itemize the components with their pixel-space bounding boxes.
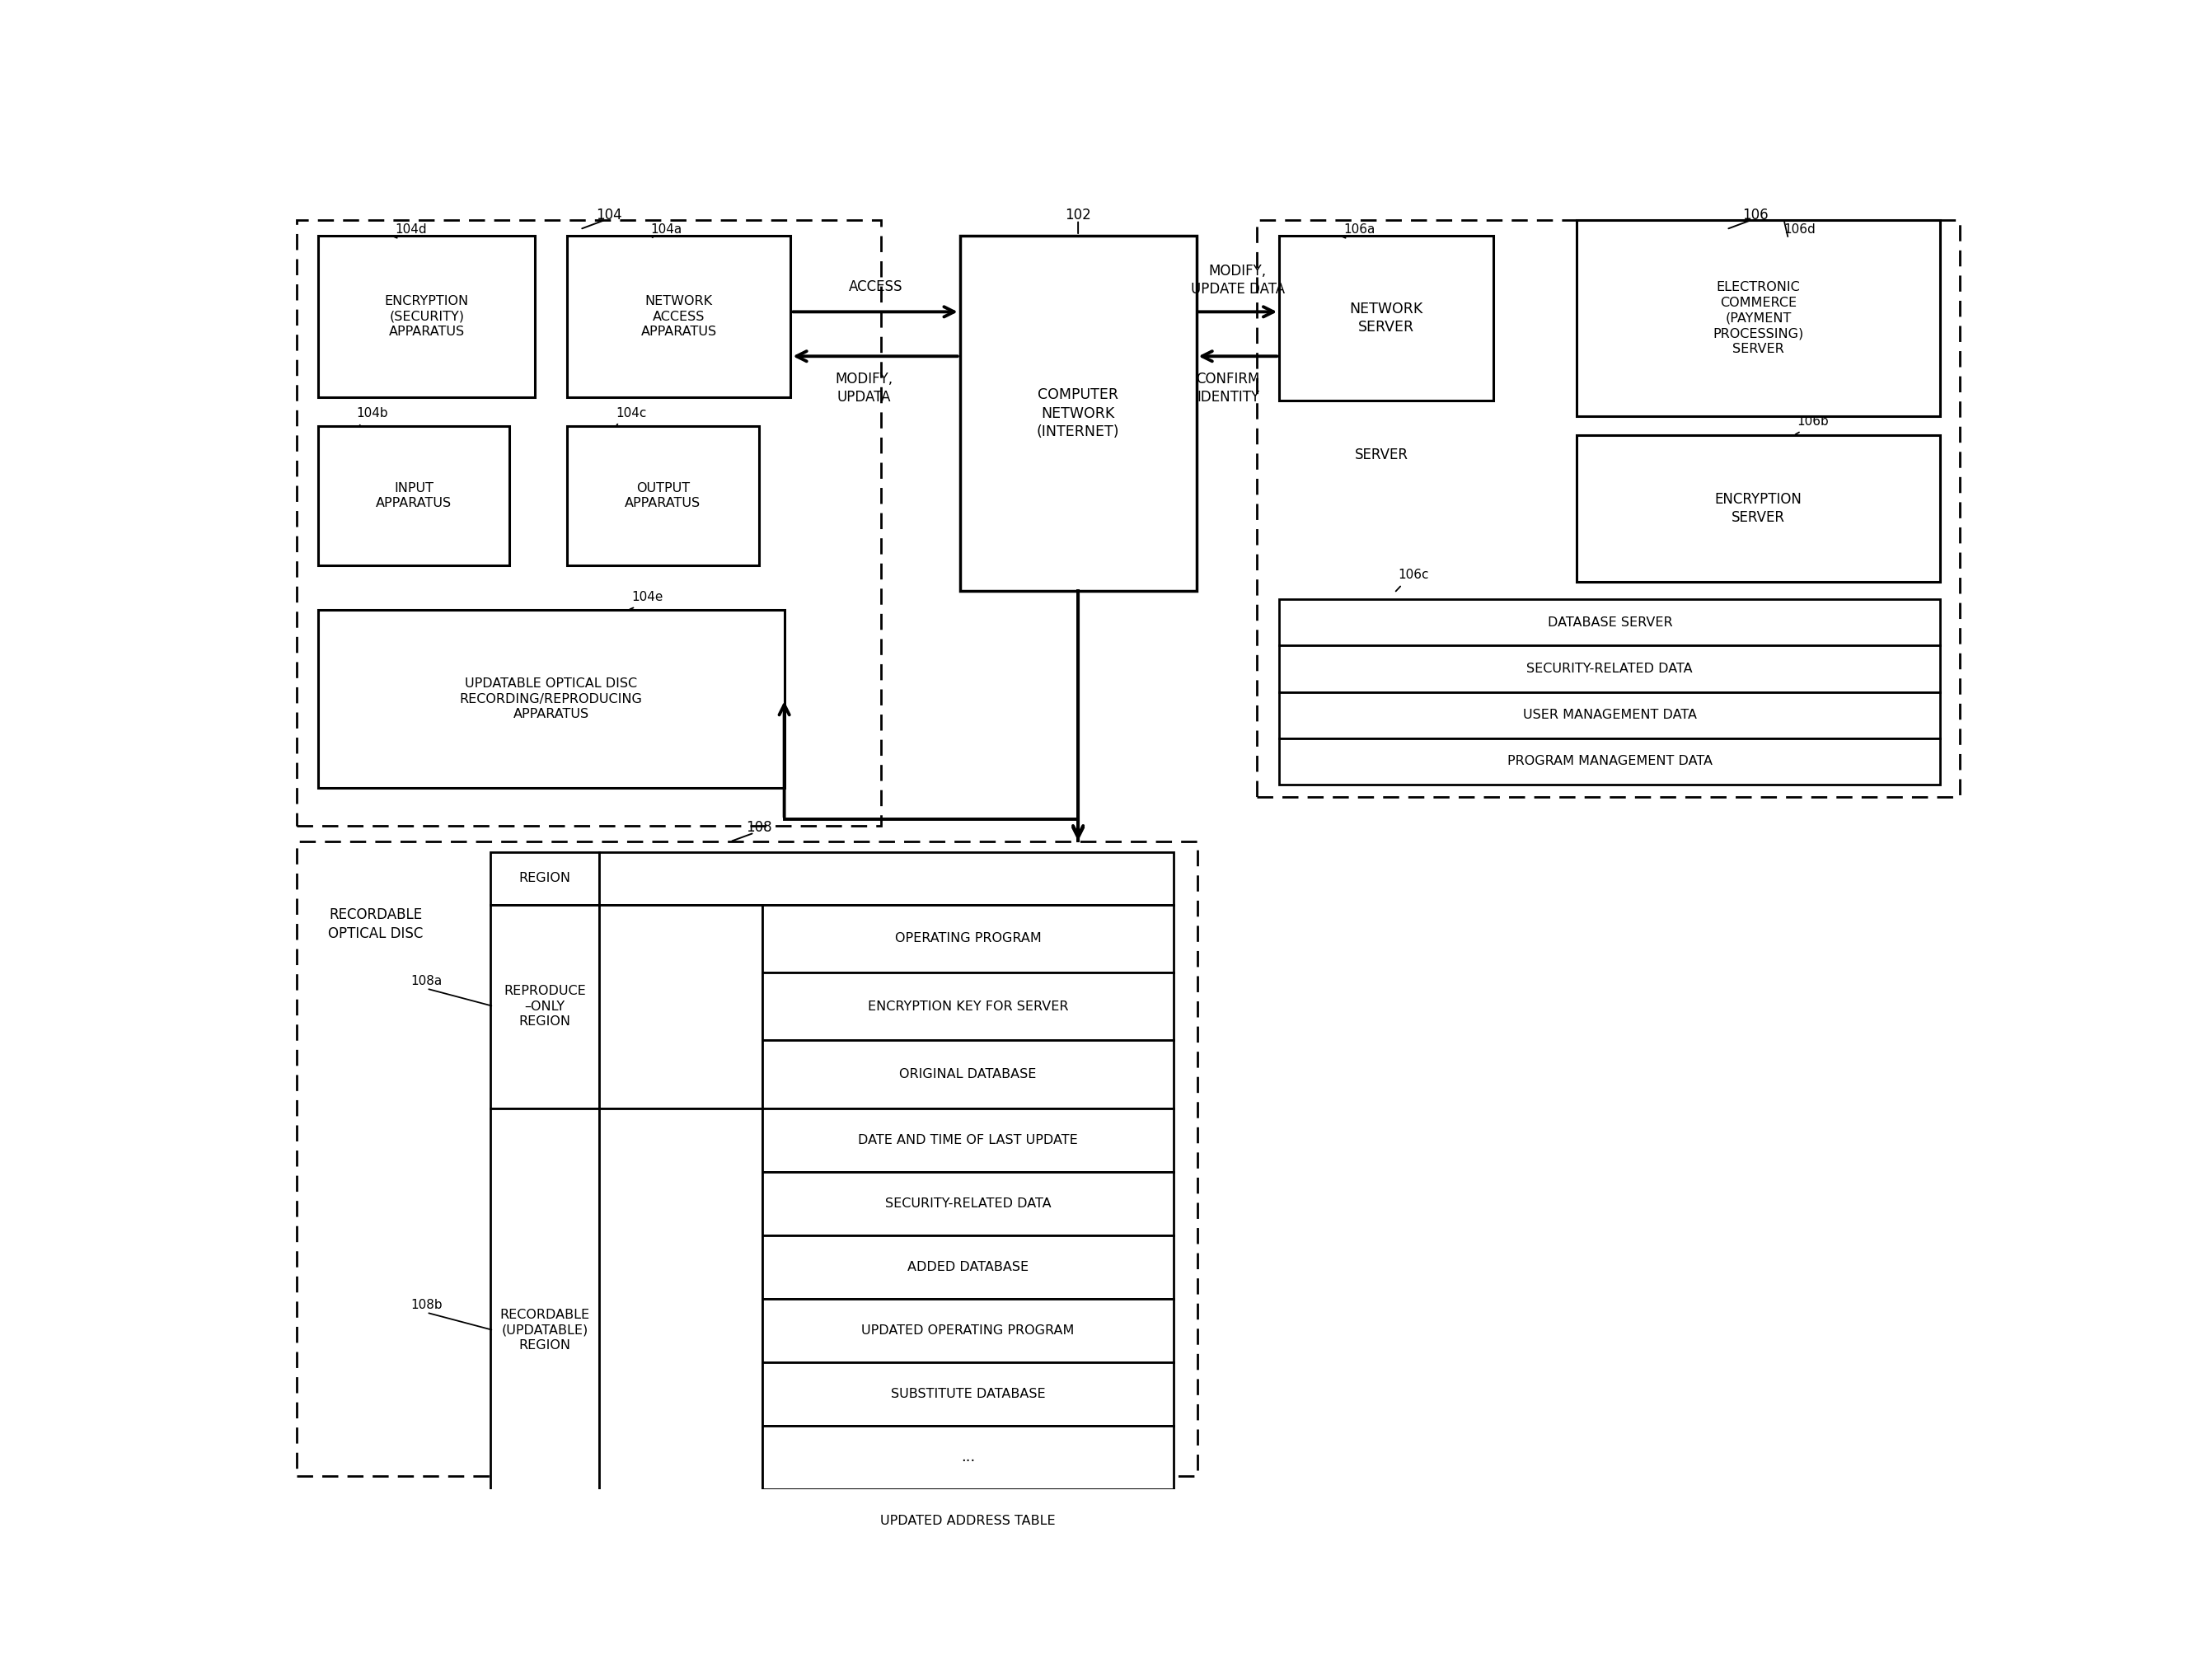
Bar	[761, 1489, 1175, 1553]
Text: 106b: 106b	[1796, 415, 1829, 428]
Bar	[491, 1108, 599, 1553]
Bar	[761, 1425, 1175, 1489]
Bar	[1577, 219, 1940, 417]
Text: NETWORK
SERVER: NETWORK SERVER	[1349, 301, 1422, 335]
Bar	[296, 219, 880, 826]
Bar	[599, 853, 1175, 905]
Text: OPERATING PROGRAM: OPERATING PROGRAM	[894, 932, 1042, 945]
Text: 106c: 106c	[1398, 569, 1429, 581]
Bar	[599, 1108, 761, 1553]
Text: ACCESS: ACCESS	[849, 279, 902, 294]
Text: MODIFY,
UPDATE DATA: MODIFY, UPDATE DATA	[1190, 264, 1285, 296]
Text: 104: 104	[595, 207, 622, 223]
Text: 104e: 104e	[630, 591, 664, 604]
Bar	[599, 905, 761, 1108]
Text: UPDATED ADDRESS TABLE: UPDATED ADDRESS TABLE	[880, 1514, 1055, 1527]
Bar	[296, 842, 1197, 1476]
Bar	[761, 1041, 1175, 1108]
Text: RECORDABLE
OPTICAL DISC: RECORDABLE OPTICAL DISC	[327, 908, 422, 940]
Bar	[1279, 599, 1940, 646]
Text: USER MANAGEMENT DATA: USER MANAGEMENT DATA	[1522, 709, 1697, 721]
Text: ELECTRONIC
COMMERCE
(PAYMENT
PROCESSING)
SERVER: ELECTRONIC COMMERCE (PAYMENT PROCESSING)…	[1712, 281, 1803, 355]
Text: NETWORK
ACCESS
APPARATUS: NETWORK ACCESS APPARATUS	[641, 294, 717, 338]
Text: 106d: 106d	[1783, 223, 1816, 236]
Text: UPDATABLE OPTICAL DISC
RECORDING/REPRODUCING
APPARATUS: UPDATABLE OPTICAL DISC RECORDING/REPRODU…	[460, 678, 641, 721]
Text: INPUT
APPARATUS: INPUT APPARATUS	[376, 482, 451, 510]
Bar	[1577, 435, 1940, 582]
Text: 106: 106	[1743, 207, 1767, 223]
Text: 104d: 104d	[394, 223, 427, 236]
Bar	[566, 427, 759, 565]
Text: DATABASE SERVER: DATABASE SERVER	[1548, 616, 1672, 629]
Bar	[761, 1171, 1175, 1235]
Bar	[761, 1235, 1175, 1298]
Text: 104c: 104c	[615, 407, 646, 420]
Text: RECORDABLE
(UPDATABLE)
REGION: RECORDABLE (UPDATABLE) REGION	[500, 1308, 591, 1352]
Text: ENCRYPTION
(SECURITY)
APPARATUS: ENCRYPTION (SECURITY) APPARATUS	[385, 294, 469, 338]
Text: 102: 102	[1064, 207, 1091, 223]
Text: MODIFY,
UPDATA: MODIFY, UPDATA	[836, 371, 894, 405]
Bar	[761, 1108, 1175, 1171]
Bar	[1256, 219, 1960, 798]
Bar	[1279, 646, 1940, 693]
Text: REGION: REGION	[520, 872, 571, 885]
Text: SECURITY-RELATED DATA: SECURITY-RELATED DATA	[885, 1198, 1051, 1210]
Bar	[319, 611, 785, 788]
Text: ...: ...	[960, 1450, 975, 1464]
Text: 106a: 106a	[1343, 223, 1376, 236]
Bar	[1279, 236, 1493, 400]
Text: SERVER: SERVER	[1354, 447, 1409, 462]
Bar	[761, 905, 1175, 972]
Text: COMPUTER
NETWORK
(INTERNET): COMPUTER NETWORK (INTERNET)	[1037, 388, 1119, 438]
Bar	[761, 972, 1175, 1041]
Text: DATE AND TIME OF LAST UPDATE: DATE AND TIME OF LAST UPDATE	[858, 1134, 1077, 1146]
Bar	[1279, 738, 1940, 785]
Text: 104b: 104b	[356, 407, 389, 420]
Bar	[319, 427, 509, 565]
Bar	[319, 236, 535, 398]
Text: ENCRYPTION
SERVER: ENCRYPTION SERVER	[1714, 492, 1803, 525]
Bar	[566, 236, 790, 398]
Text: SUBSTITUTE DATABASE: SUBSTITUTE DATABASE	[891, 1387, 1046, 1400]
Bar	[761, 1298, 1175, 1362]
Text: SECURITY-RELATED DATA: SECURITY-RELATED DATA	[1526, 663, 1692, 674]
Text: 108a: 108a	[411, 975, 442, 987]
Text: ADDED DATABASE: ADDED DATABASE	[907, 1261, 1029, 1273]
Bar	[1279, 693, 1940, 738]
Text: ENCRYPTION KEY FOR SERVER: ENCRYPTION KEY FOR SERVER	[867, 1000, 1068, 1012]
Bar	[491, 905, 599, 1108]
Bar	[960, 236, 1197, 591]
Text: UPDATED OPERATING PROGRAM: UPDATED OPERATING PROGRAM	[860, 1323, 1075, 1337]
Text: OUTPUT
APPARATUS: OUTPUT APPARATUS	[626, 482, 701, 510]
Text: ORIGINAL DATABASE: ORIGINAL DATABASE	[900, 1067, 1037, 1081]
Text: 108b: 108b	[411, 1298, 442, 1312]
Bar	[761, 1362, 1175, 1425]
Text: 108: 108	[745, 820, 772, 835]
Text: REPRODUCE
–ONLY
REGION: REPRODUCE –ONLY REGION	[504, 985, 586, 1027]
Text: 104a: 104a	[650, 223, 681, 236]
Text: CONFIRM
IDENTITY: CONFIRM IDENTITY	[1197, 371, 1261, 405]
Bar	[491, 853, 599, 905]
Text: PROGRAM MANAGEMENT DATA: PROGRAM MANAGEMENT DATA	[1506, 755, 1712, 768]
